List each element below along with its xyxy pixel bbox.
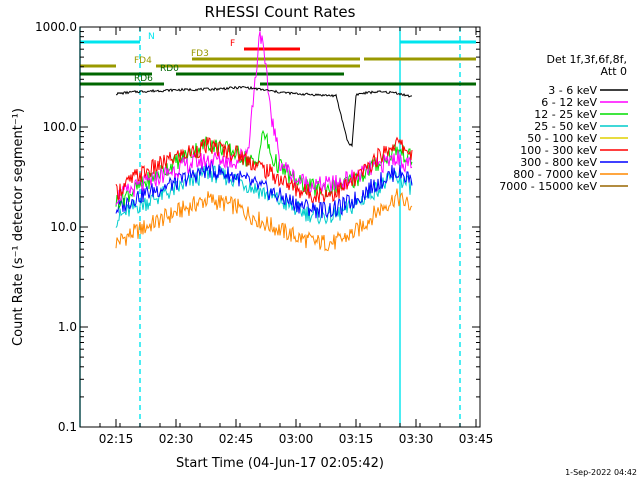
- legend-entry-label: 300 - 800 keV: [520, 156, 597, 169]
- legend-entry-label: 3 - 6 keV: [548, 84, 597, 97]
- x-tick-label: 02:30: [159, 432, 194, 446]
- flag-label-fd4: FD4: [134, 56, 152, 66]
- flag-label-rd0: RD0: [160, 64, 179, 74]
- axes: 02:15 02:30 02:45 03:00 03:15 03:30 03:45 0.1 1.…: [35, 20, 493, 446]
- x-tick-label: 02:45: [219, 432, 254, 446]
- x-axis-label: Start Time (04-Jun-17 02:05:42): [176, 456, 384, 471]
- footer-date: 1-Sep-2022 04:42: [565, 468, 637, 477]
- y-axis-label: Count Rate (s⁻¹ detector segment⁻¹): [11, 108, 26, 346]
- legend-entry-label: 12 - 25 keV: [534, 108, 597, 121]
- series-line-3-6-keV: [115, 85, 413, 148]
- flag-label-f: F: [230, 39, 235, 49]
- series-line-300-800-keV: [115, 159, 413, 219]
- legend-entry-label: 25 - 50 keV: [534, 120, 597, 133]
- legend-entry-label: 7000 - 15000 keV: [499, 180, 597, 193]
- series-line-6-12-keV: [115, 31, 413, 206]
- x-tick-label: 03:00: [279, 432, 314, 446]
- legend-header: Att 0: [601, 65, 627, 78]
- x-tick-label: 03:45: [459, 432, 494, 446]
- legend-entry-label: 800 - 7000 keV: [513, 168, 597, 181]
- x-tick-label: 03:15: [339, 432, 374, 446]
- flag-label-n: N: [148, 32, 155, 42]
- x-tick-label: 02:15: [99, 432, 134, 446]
- y-tick-label: 0.1: [58, 420, 77, 434]
- series-line-12-25-keV: [115, 129, 413, 210]
- flag-label-rd6: RD6: [134, 74, 153, 84]
- series-line-800-7000-keV: [115, 188, 413, 252]
- legend-entry-label: 100 - 300 keV: [520, 144, 597, 157]
- chart-title: RHESSI Count Rates: [205, 3, 356, 21]
- data-series: [115, 31, 413, 252]
- y-tick-label: 10.0: [50, 220, 77, 234]
- x-tick-label: 03:30: [399, 432, 434, 446]
- y-tick-label: 1000.0: [35, 20, 77, 34]
- legend-header: Det 1f,3f,6f,8f,: [546, 53, 627, 66]
- y-tick-label: 100.0: [43, 120, 77, 134]
- series-line-100-300-keV: [115, 136, 413, 203]
- series-line-25-50-keV: [115, 165, 413, 228]
- flag-bars: N F FD3 FD4 RD0 RD6: [80, 32, 476, 86]
- legend-entry-label: 6 - 12 keV: [541, 96, 597, 109]
- y-tick-label: 1.0: [58, 320, 77, 334]
- legend-entry-label: 50 - 100 keV: [527, 132, 597, 145]
- flag-label-fd3: FD3: [191, 49, 209, 59]
